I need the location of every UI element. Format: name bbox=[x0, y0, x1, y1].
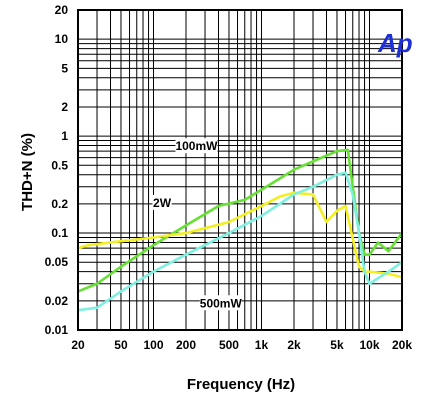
series-label-background bbox=[152, 194, 172, 210]
y-tick-label: 0.2 bbox=[51, 197, 68, 211]
series-line-100mw bbox=[77, 148, 404, 293]
x-tick-label: 5k bbox=[330, 338, 344, 352]
x-tick-label: 20k bbox=[392, 338, 412, 352]
y-tick-label: 0.05 bbox=[45, 255, 69, 269]
svg-text:Ap: Ap bbox=[377, 28, 413, 58]
y-tick-label: 1 bbox=[61, 129, 68, 143]
series-label-background bbox=[199, 295, 242, 311]
series-label-text: 500mW bbox=[200, 296, 243, 310]
series-label-2w: 2W bbox=[152, 194, 172, 210]
series-label-100mw: 100mW bbox=[175, 138, 218, 154]
y-tick-label: 2 bbox=[61, 100, 68, 114]
x-tick-label: 20 bbox=[71, 338, 85, 352]
y-tick-label: 0.02 bbox=[45, 294, 69, 308]
x-tick-labels: 20 50 100 200 500 1k 2k 5k 10k 20k bbox=[71, 338, 412, 352]
x-tick-label: 10k bbox=[359, 338, 379, 352]
x-tick-label: 200 bbox=[176, 338, 196, 352]
series-label-text: 100mW bbox=[175, 139, 218, 153]
y-tick-label: 20 bbox=[55, 3, 69, 17]
y-tick-labels: 20 10 5 2 1 0.5 0.2 0.1 0.05 0.02 0.01 bbox=[45, 3, 69, 337]
y-axis-label: THD+N (%) bbox=[19, 133, 36, 211]
series-label-text: 2W bbox=[153, 196, 172, 210]
x-tick-label: 1k bbox=[255, 338, 269, 352]
y-tick-label: 5 bbox=[61, 61, 68, 75]
x-tick-label: 50 bbox=[114, 338, 128, 352]
y-tick-label: 0.5 bbox=[51, 158, 68, 172]
y-tick-label: 10 bbox=[55, 32, 69, 46]
plot-frame bbox=[77, 9, 403, 331]
series-labels: 100mW 2W 500mW bbox=[152, 138, 243, 311]
ap-logo: Ap bbox=[377, 28, 413, 58]
y-tick-label: 0.1 bbox=[51, 226, 68, 240]
x-axis-label: Frequency (Hz) bbox=[187, 376, 295, 393]
data-curves bbox=[77, 148, 404, 312]
grid-lines bbox=[78, 10, 402, 330]
series-label-background bbox=[175, 138, 218, 154]
y-tick-label: 0.01 bbox=[45, 323, 69, 337]
x-tick-label: 100 bbox=[143, 338, 163, 352]
x-tick-label: 500 bbox=[219, 338, 239, 352]
series-label-500mw: 500mW bbox=[199, 295, 243, 311]
series-line-500mw bbox=[77, 171, 403, 312]
x-tick-label: 2k bbox=[287, 338, 301, 352]
